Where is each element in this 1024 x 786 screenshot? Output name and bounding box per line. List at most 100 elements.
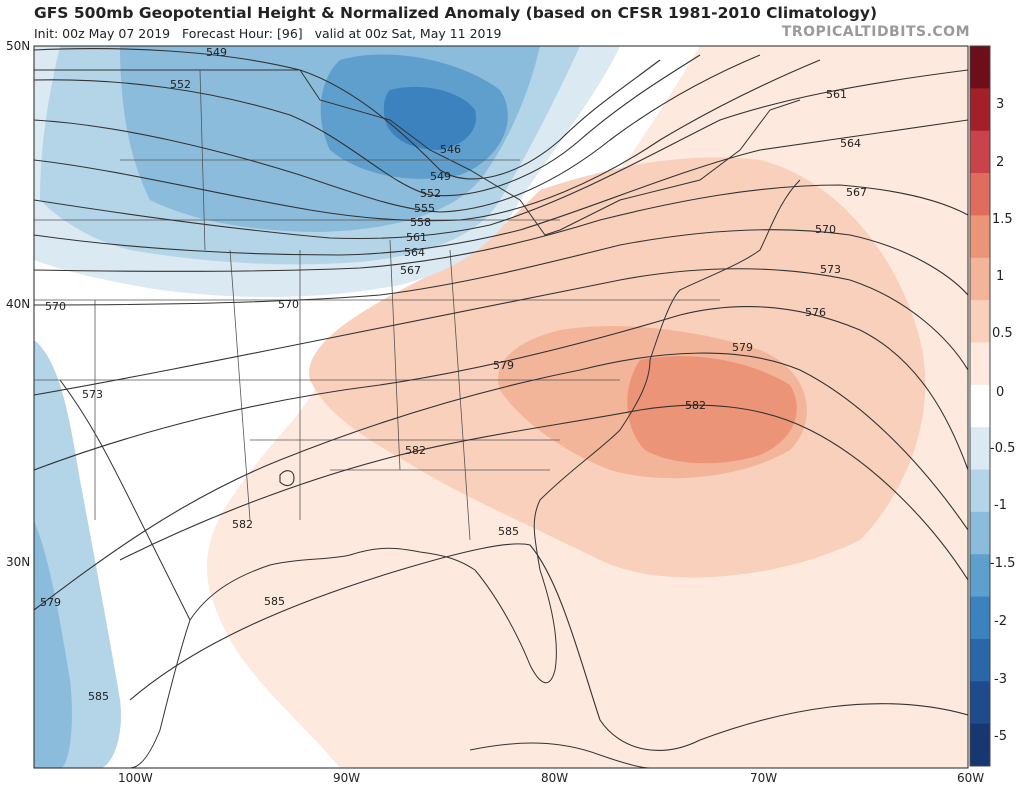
contour-555 bbox=[34, 54, 761, 213]
lon-label-100w: 100W bbox=[118, 771, 153, 785]
contour-567 bbox=[34, 184, 968, 272]
colorbar-label: -5 bbox=[994, 729, 1007, 744]
contour-labels: 549 552 546 549 552 555 558 561 564 567 … bbox=[40, 46, 867, 703]
colorbar-swatch bbox=[970, 469, 990, 513]
state-lines bbox=[34, 69, 720, 541]
colorbar-label: -0.5 bbox=[990, 441, 1015, 456]
map-frame bbox=[33, 45, 969, 769]
contour-label: 582 bbox=[685, 399, 706, 412]
colorbar-swatch bbox=[970, 300, 990, 343]
colorbar-frame bbox=[969, 45, 991, 767]
contour-label: 570 bbox=[45, 300, 66, 313]
lat-label-40n: 40N bbox=[6, 297, 30, 311]
contour-label: 552 bbox=[420, 187, 441, 200]
anomaly-shading bbox=[34, 46, 968, 768]
contour-label: 564 bbox=[404, 246, 425, 259]
contour-label: 585 bbox=[498, 525, 519, 538]
contour-label: 552 bbox=[170, 78, 191, 91]
contour-label: 573 bbox=[82, 388, 103, 401]
contour-561 bbox=[34, 69, 968, 240]
contour-579 bbox=[34, 352, 968, 611]
height-contours bbox=[34, 48, 968, 751]
contour-label: 582 bbox=[405, 444, 426, 457]
contour-label: 579 bbox=[493, 359, 514, 372]
colorbar-label: 1.5 bbox=[992, 212, 1013, 227]
contour-label: 570 bbox=[278, 298, 299, 311]
contour-label: 573 bbox=[820, 263, 841, 276]
contour-label: 561 bbox=[406, 231, 427, 244]
atlantic-coast bbox=[539, 179, 801, 501]
contour-label: 567 bbox=[846, 186, 867, 199]
site-credit: TROPICALTIDBITS.COM bbox=[781, 24, 970, 40]
colorbar-label: 0.5 bbox=[992, 326, 1013, 341]
contour-label: 558 bbox=[410, 216, 431, 229]
forecast-hour: Forecast Hour: [96] bbox=[182, 26, 303, 41]
colorbar-swatch bbox=[970, 427, 990, 471]
contour-label: 570 bbox=[815, 223, 836, 236]
colorbar-label: 0 bbox=[996, 385, 1004, 400]
lat-labels: 50N 40N 30N bbox=[6, 39, 30, 569]
colorbar-swatch bbox=[970, 46, 990, 89]
mexico-coast bbox=[129, 619, 191, 768]
contour-552 bbox=[34, 54, 701, 197]
contour-564 bbox=[34, 119, 968, 256]
colorbar-swatch bbox=[970, 681, 990, 725]
colorbar-label: 1 bbox=[996, 269, 1004, 284]
contour-570 bbox=[34, 229, 968, 306]
contour-low-loop bbox=[279, 470, 295, 487]
contour-576 bbox=[34, 306, 968, 471]
contour-label: 585 bbox=[264, 595, 285, 608]
colorbar-swatch bbox=[970, 596, 990, 640]
negative-anomaly-west-strong bbox=[34, 520, 72, 768]
colorbar-labels: 3 2 1.5 1 0.5 0 -0.5 -1 -1.5 -2 -3 -5 bbox=[990, 97, 1015, 744]
cuba-coast bbox=[469, 742, 651, 768]
map-title: GFS 500mb Geopotential Height & Normaliz… bbox=[34, 4, 878, 22]
valid-time: valid at 00z Sat, May 11 2019 bbox=[314, 26, 502, 41]
lat-label-50n: 50N bbox=[6, 39, 30, 53]
contour-label: 576 bbox=[805, 306, 826, 319]
colorbar-swatch bbox=[970, 638, 990, 682]
contour-558 bbox=[34, 59, 821, 222]
colorbar-swatch bbox=[970, 342, 990, 386]
contour-label: 582 bbox=[232, 518, 253, 531]
contour-label: 579 bbox=[40, 596, 61, 609]
lat-label-30n: 30N bbox=[6, 555, 30, 569]
colorbar-label: 2 bbox=[996, 155, 1004, 170]
colorbar-label: -1.5 bbox=[990, 556, 1015, 571]
colorbar-swatch bbox=[970, 88, 990, 132]
negative-anomaly-center bbox=[383, 86, 476, 150]
colorbar-swatch bbox=[970, 130, 990, 174]
contour-label: 555 bbox=[414, 202, 435, 215]
contour-label: 567 bbox=[400, 264, 421, 277]
contour-549 bbox=[34, 48, 661, 180]
gulf-coast bbox=[189, 547, 476, 621]
colorbar-label: -3 bbox=[994, 672, 1007, 687]
colorbar-label: 3 bbox=[996, 97, 1004, 112]
contour-label: 579 bbox=[732, 341, 753, 354]
contour-label: 546 bbox=[440, 143, 461, 156]
colorbar-label: -1 bbox=[994, 498, 1007, 513]
init-time: Init: 00z May 07 2019 bbox=[34, 26, 171, 41]
lon-label-80w: 80W bbox=[541, 771, 568, 785]
contour-582 bbox=[119, 404, 968, 581]
positive-anomaly-core bbox=[627, 356, 797, 464]
contour-label: 549 bbox=[430, 170, 451, 183]
contour-585 bbox=[129, 543, 968, 751]
boundaries bbox=[34, 69, 801, 768]
colorbar-swatch bbox=[970, 173, 990, 216]
lon-label-60w: 60W bbox=[957, 771, 984, 785]
colorbar-label: -2 bbox=[994, 614, 1007, 629]
rio-grande bbox=[59, 379, 191, 621]
colorbar-swatch bbox=[970, 257, 990, 301]
colorbar-swatch bbox=[970, 215, 990, 259]
contour-label: 585 bbox=[88, 690, 109, 703]
colorbar bbox=[969, 45, 991, 767]
florida-coast bbox=[474, 499, 557, 683]
colorbar-swatch bbox=[970, 384, 990, 428]
contour-label: 549 bbox=[206, 46, 227, 59]
contour-label: 561 bbox=[826, 88, 847, 101]
canada-border bbox=[34, 69, 801, 236]
colorbar-swatch bbox=[970, 554, 990, 598]
map-subtitle: Init: 00z May 07 2019 Forecast Hour: [96… bbox=[34, 26, 501, 41]
